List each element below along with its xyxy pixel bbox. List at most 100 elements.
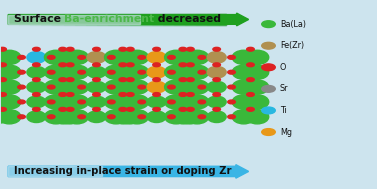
Bar [8,15,139,24]
Circle shape [153,93,160,96]
Ellipse shape [178,50,201,64]
Circle shape [138,85,146,89]
Text: Fe(Zr): Fe(Zr) [280,41,304,50]
Ellipse shape [118,65,141,79]
Ellipse shape [232,80,255,94]
Circle shape [168,55,175,59]
Circle shape [179,47,187,51]
Circle shape [168,85,175,89]
FancyArrow shape [207,14,226,25]
Ellipse shape [165,80,188,94]
Circle shape [198,85,205,89]
Circle shape [48,70,55,74]
Circle shape [119,93,127,96]
Ellipse shape [147,111,166,122]
Text: decreased: decreased [154,14,221,24]
Circle shape [179,78,187,81]
Circle shape [0,78,6,81]
Ellipse shape [172,50,195,64]
Circle shape [168,70,175,74]
Ellipse shape [147,52,166,63]
Ellipse shape [178,110,201,124]
Circle shape [0,47,6,51]
Text: Increasing in-place strain or doping Zr: Increasing in-place strain or doping Zr [14,166,231,176]
Ellipse shape [0,50,7,64]
FancyArrow shape [196,14,226,25]
Ellipse shape [27,111,46,122]
Ellipse shape [52,110,75,124]
Circle shape [59,108,66,111]
Ellipse shape [27,67,46,78]
Circle shape [153,47,160,51]
Ellipse shape [0,110,21,124]
Circle shape [18,115,25,119]
Circle shape [78,100,85,104]
Circle shape [228,85,235,89]
Ellipse shape [185,50,208,64]
Ellipse shape [66,50,89,64]
Ellipse shape [58,80,81,94]
Circle shape [59,47,66,51]
Ellipse shape [44,80,67,94]
Circle shape [66,93,74,96]
Circle shape [48,55,55,59]
Ellipse shape [207,52,226,63]
Circle shape [187,47,194,51]
Circle shape [78,70,85,74]
Ellipse shape [126,110,149,124]
Circle shape [138,115,146,119]
Circle shape [262,64,275,71]
Circle shape [107,100,115,104]
Ellipse shape [44,65,67,79]
Ellipse shape [87,81,106,93]
Circle shape [93,78,100,81]
Circle shape [66,63,74,67]
Ellipse shape [232,95,255,109]
Circle shape [66,47,74,51]
Ellipse shape [66,110,89,124]
Text: Ba(La): Ba(La) [280,20,306,29]
Circle shape [138,70,146,74]
Ellipse shape [185,80,208,94]
Ellipse shape [207,111,226,122]
Ellipse shape [178,95,201,109]
Ellipse shape [246,95,269,109]
Circle shape [119,63,127,67]
Circle shape [59,93,66,96]
Ellipse shape [52,95,75,109]
Ellipse shape [112,50,135,64]
Circle shape [262,85,275,92]
Ellipse shape [118,80,141,94]
Circle shape [0,63,6,67]
Circle shape [119,108,127,111]
Ellipse shape [118,95,141,109]
Ellipse shape [87,111,106,122]
Ellipse shape [44,95,67,109]
Ellipse shape [126,65,149,79]
Text: Ba-enrichment: Ba-enrichment [64,14,155,24]
Ellipse shape [172,65,195,79]
Circle shape [213,108,221,111]
Circle shape [213,47,221,51]
Circle shape [247,47,254,51]
Circle shape [18,70,25,74]
Circle shape [228,70,235,74]
Ellipse shape [66,80,89,94]
Circle shape [127,63,134,67]
Circle shape [198,70,205,74]
Ellipse shape [185,65,208,79]
Text: Ti: Ti [280,106,287,115]
Circle shape [127,78,134,81]
Ellipse shape [165,50,188,64]
Ellipse shape [126,50,149,64]
Ellipse shape [44,110,67,124]
Ellipse shape [87,96,106,108]
Circle shape [179,108,187,111]
Circle shape [127,108,134,111]
Ellipse shape [232,65,255,79]
Ellipse shape [165,65,188,79]
Ellipse shape [0,50,21,64]
Circle shape [228,55,235,59]
FancyArrow shape [8,13,248,26]
Ellipse shape [87,67,106,78]
